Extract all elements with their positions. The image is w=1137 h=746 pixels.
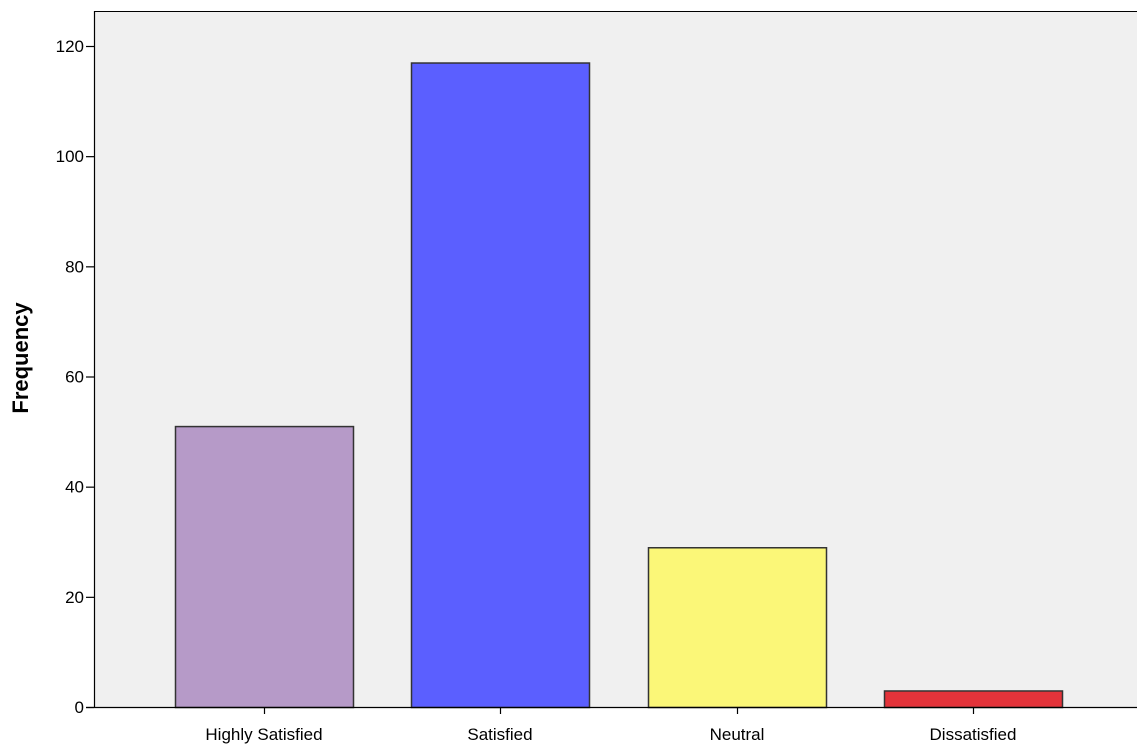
y-axis-title: Frequency (8, 302, 33, 414)
y-tick-label: 20 (65, 588, 84, 607)
bar-satisfied (410, 62, 591, 709)
x-tick-label: Satisfied (467, 725, 532, 744)
y-tick-label: 100 (56, 147, 84, 166)
y-tick-label: 80 (65, 257, 84, 276)
y-tick-label: 40 (65, 478, 84, 497)
axes-group (86, 11, 1137, 714)
x-tick-label: Highly Satisfied (205, 725, 322, 744)
y-tick-label: 60 (65, 368, 84, 387)
x-tick-label: Neutral (710, 725, 765, 744)
labels-group: 0 20 40 60 80 100 120 Highly Satisfied Satisfied… (8, 37, 1016, 744)
y-tick-label: 120 (56, 37, 84, 56)
bars-group (174, 62, 1064, 709)
bar-neutral (647, 547, 828, 709)
bar-highly-satisfied (174, 425, 355, 709)
x-tick-label: Dissatisfied (930, 725, 1017, 744)
y-tick-label: 0 (75, 698, 84, 717)
bar-dissatisfied (883, 690, 1064, 709)
